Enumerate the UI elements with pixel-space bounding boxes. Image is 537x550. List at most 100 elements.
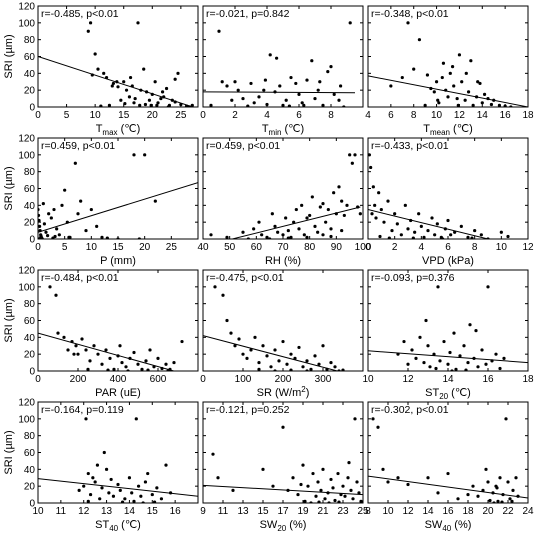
data-point [104,348,108,352]
x-tick-label: 10 [431,110,443,121]
data-point [120,360,124,365]
x-axis-label-base: PAR (uE) [95,387,141,399]
x-axis-label: Tmax (℃) [96,123,141,137]
x-tick-label: 12 [402,506,414,517]
x-tick-label: 20 [482,506,494,517]
data-point [150,492,154,497]
data-point [466,360,470,365]
data-point [370,212,374,216]
data-point [93,52,97,56]
data-point [184,104,189,107]
data-point [301,463,305,467]
data-point [249,348,253,352]
data-point [316,230,320,234]
x-tick-label: 40 [197,242,209,253]
data-point [225,318,229,323]
data-point [172,360,176,365]
data-point [339,84,343,88]
data-point [122,80,126,84]
x-axis-label-base: VPD (kPa) [422,255,474,267]
data-point [144,359,148,363]
data-point [88,492,93,497]
data-point [84,228,88,233]
x-tick-label: 6 [388,110,394,121]
data-point [281,339,285,344]
data-point [433,233,437,237]
data-point [450,65,455,69]
data-layer [38,21,195,107]
data-point [464,71,468,75]
x-tick-label: 18 [522,374,534,385]
data-point [143,153,147,157]
data-point [478,81,482,86]
x-axis-label: ST20 (℃) [425,387,471,401]
data-point [411,236,415,239]
data-point [387,236,391,239]
y-tick-label: 60 [24,52,36,63]
data-point [456,497,460,501]
data-point [179,102,183,107]
x-tick-label: 10 [362,374,374,385]
data-point [261,467,265,471]
scatter-panel: 4 6 8 10 12 14 16 18 r=-0.348, p<0.01 Tmean (℃) [365,5,534,137]
x-axis-label: Tmin (℃) [262,123,304,137]
data-point [116,482,120,487]
data-point [107,491,111,495]
data-point [164,86,169,91]
data-point [137,237,141,239]
data-point [142,67,146,71]
x-axis-label-base: SR (W/m [257,387,302,399]
data-point [426,344,430,348]
data-point [516,494,520,498]
scatter-panel: 40 50 60 70 80 90 100 r=0.459, p<0.01 RH (%) [197,137,372,267]
x-tick-label: 5 [62,242,68,253]
data-point [326,70,330,74]
data-point [38,218,41,223]
x-tick-label: 0 [200,374,206,385]
data-point [443,227,447,231]
x-tick-label: 25 [357,506,369,517]
regression-line [368,209,489,239]
data-point [160,366,164,371]
data-point [406,227,410,231]
data-point [321,202,325,206]
data-point [442,339,446,344]
data-point [369,165,373,170]
panel-frame [37,137,199,240]
data-point [118,488,122,492]
data-point [436,98,440,102]
data-point [209,233,213,237]
x-tick-label: 14 [422,506,434,517]
data-point [109,477,113,482]
data-point [168,491,173,495]
y-tick-label: 0 [29,499,35,510]
data-point [337,98,341,102]
data-point [57,233,61,237]
x-tick-label: 18 [462,506,474,517]
data-point [275,56,279,60]
data-point [321,344,325,348]
data-point [488,498,492,503]
x-axis-label-base: ST [95,519,109,531]
data-point [102,450,106,455]
y-tick-label: 40 [24,201,36,212]
data-point [301,365,305,369]
x-axis-label-suffix: (℃) [118,519,141,531]
data-point [357,491,361,495]
data-point [371,417,375,421]
data-point [38,228,42,233]
data-point [252,101,256,105]
data-point [56,331,60,335]
data-point [273,224,277,228]
data-point [123,102,127,106]
data-point [393,212,397,216]
data-point [426,228,430,233]
data-point [504,417,508,421]
data-layer [368,285,528,371]
x-tick-label: 4 [264,110,270,121]
correlation-annotation: r=-0.164, p=0.119 [41,404,124,416]
data-point [76,352,80,356]
data-point [373,203,377,207]
y-tick-label: 60 [24,184,36,195]
data-point [337,185,341,189]
